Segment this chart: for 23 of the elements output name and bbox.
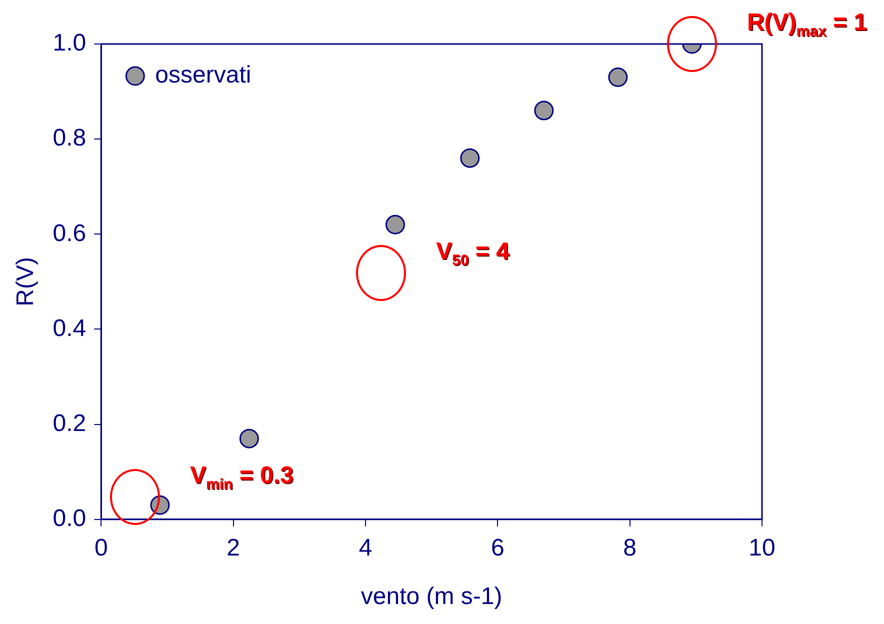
y-tick-label: 0.0 [52, 505, 86, 532]
point [239, 428, 259, 448]
x-tick-label: 10 [748, 534, 776, 562]
point [534, 100, 554, 120]
y-tick-label: 0.8 [52, 124, 86, 152]
x-tick-label: 2 [226, 534, 240, 562]
y-tick-label: 1.0 [52, 30, 86, 57]
x-tick-label: 8 [623, 534, 637, 562]
x-tick-label: 4 [358, 534, 372, 562]
annotation: V$_{50}$ = 4 [436, 238, 510, 268]
annotation: V$_{min}$ = 0.3 [190, 462, 294, 492]
x-tick-label: 0 [94, 534, 108, 562]
annotation: R(V)$_{max}$ = 1 [746, 8, 867, 40]
point [460, 148, 480, 168]
y-tick-label: 0.4 [52, 314, 86, 342]
y-tick-label: 0.2 [52, 410, 86, 437]
x-axis-title: vento (m s-1) [360, 583, 502, 610]
point [608, 68, 628, 88]
y-axis-title: R(V) [12, 257, 40, 306]
legend-label: osservati [155, 62, 252, 89]
y-tick-label: 0.6 [52, 220, 86, 247]
x-tick-label: 6 [490, 534, 504, 562]
point [385, 214, 405, 234]
